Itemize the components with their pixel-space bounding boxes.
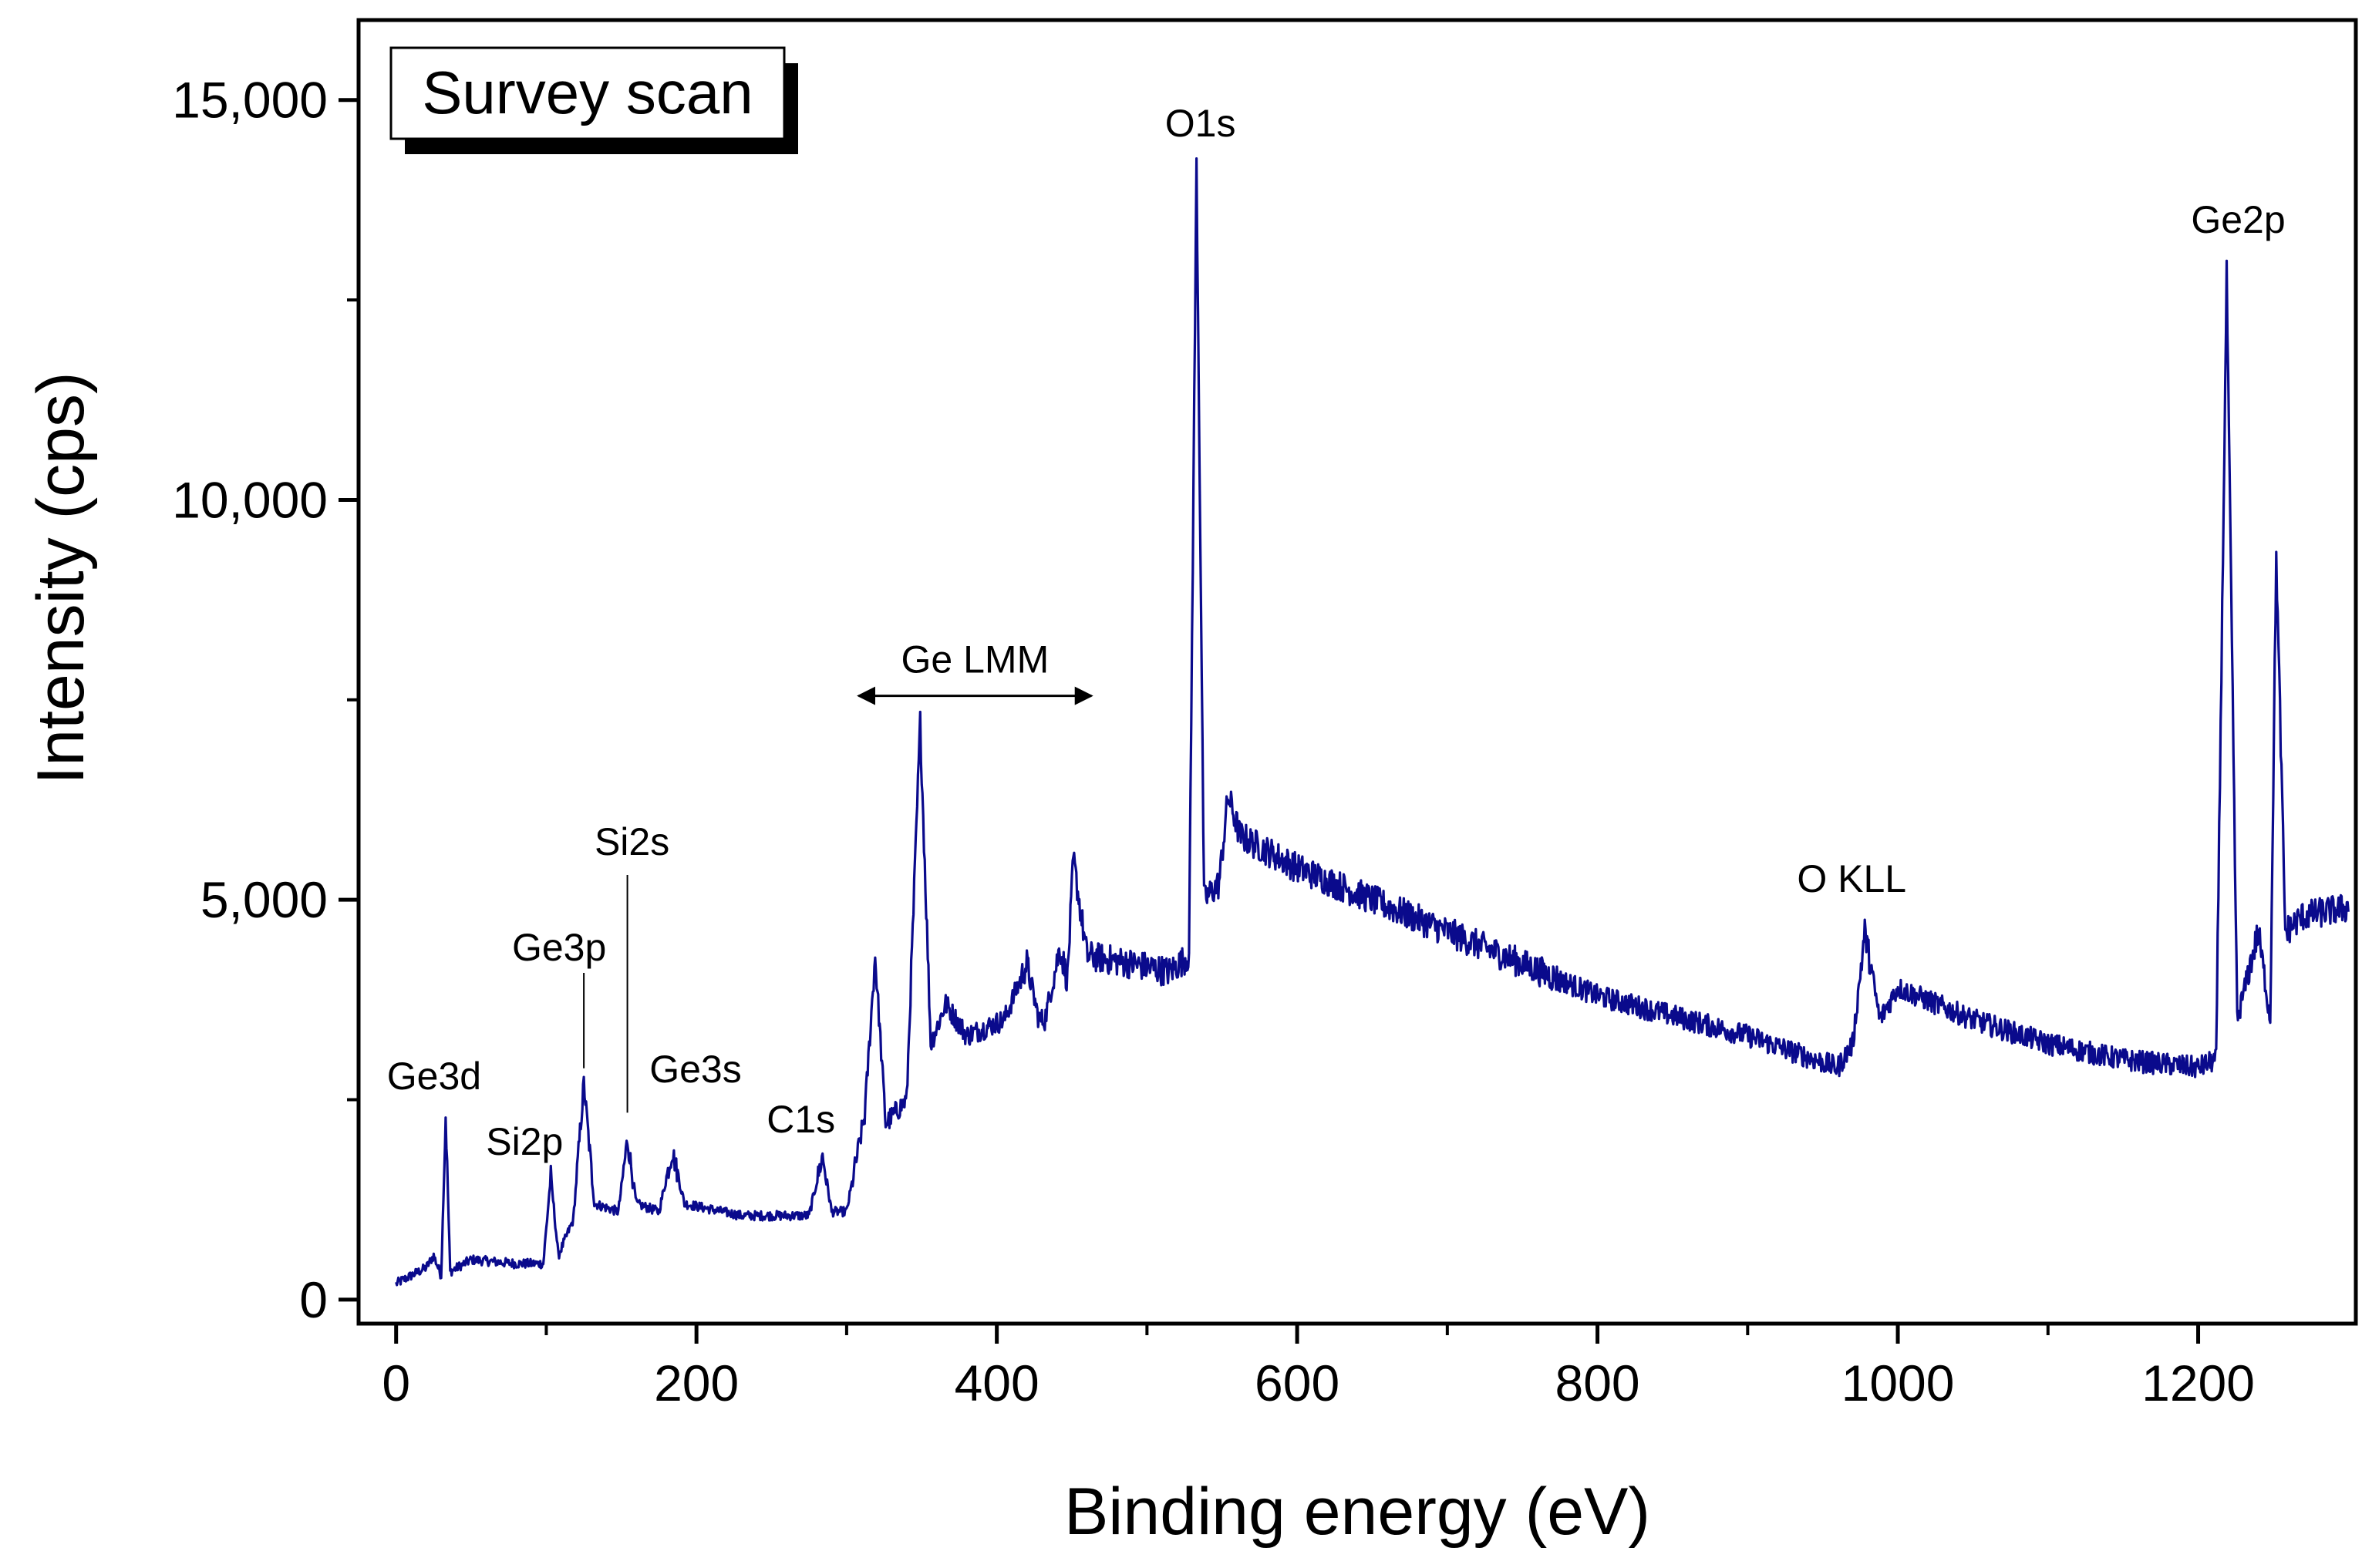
x-tick-label: 0 — [382, 1354, 410, 1412]
peak-label-o1s: O1s — [1165, 102, 1236, 145]
x-tick-label: 1200 — [2141, 1354, 2255, 1412]
x-tick-label: 600 — [1255, 1354, 1339, 1412]
peak-label-c1s: C1s — [767, 1098, 835, 1141]
y-tick-label: 5,000 — [200, 871, 328, 928]
survey-scan-series-line — [395, 157, 2350, 1287]
peak-label-ge-lmm: Ge LMM — [901, 638, 1050, 681]
y-tick-label: 10,000 — [172, 471, 328, 528]
peak-label-si2p: Si2p — [486, 1120, 563, 1163]
peak-label-ge3p: Ge3p — [512, 926, 606, 969]
x-axis-ticks: 0 200 400 600 800 1000 1200 — [382, 1324, 2255, 1412]
y-axis-ticks: 0 5,000 10,000 15,000 — [172, 72, 359, 1328]
x-tick-label: 400 — [955, 1354, 1039, 1412]
legend-label: Survey scan — [422, 59, 753, 126]
y-tick-label: 0 — [299, 1271, 328, 1328]
plot-frame — [356, 18, 2358, 1326]
peak-label-ge3d: Ge3d — [387, 1055, 481, 1098]
peak-label-ge2p: Ge2p — [2191, 198, 2285, 241]
peak-label-si2s: Si2s — [595, 820, 669, 863]
legend-box — [389, 46, 786, 140]
peak-label-o-kll: O KLL — [1797, 857, 1906, 900]
y-tick-label: 15,000 — [172, 72, 328, 129]
x-tick-label: 1000 — [1841, 1354, 1955, 1412]
legend: Survey scan — [389, 46, 798, 154]
y-axis-title: Intensity (cps) — [24, 372, 98, 784]
peak-label-ge3s: Ge3s — [649, 1048, 742, 1091]
x-axis-title: Binding energy (eV) — [1064, 1475, 1650, 1549]
x-tick-label: 200 — [654, 1354, 739, 1412]
x-tick-label: 800 — [1555, 1354, 1640, 1412]
